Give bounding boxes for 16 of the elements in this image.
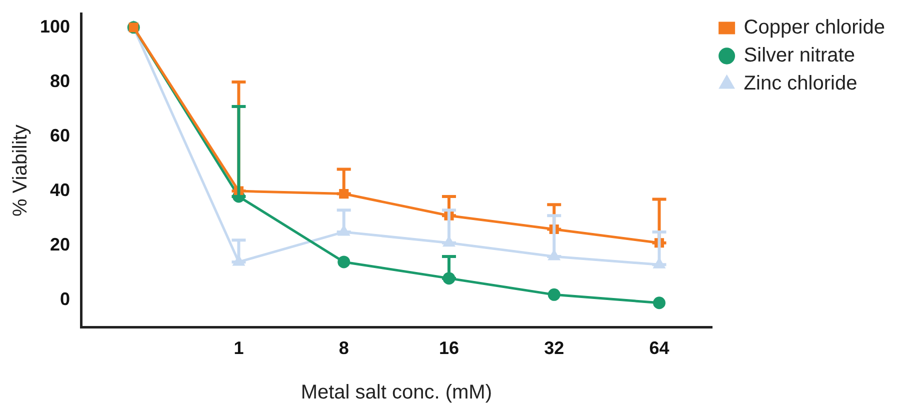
x-tick-label: 1 bbox=[234, 338, 244, 358]
y-tick-label: 40 bbox=[50, 180, 70, 200]
x-tick-label: 8 bbox=[338, 338, 349, 358]
legend-label: Copper chloride bbox=[744, 16, 886, 39]
x-tick-label: 32 bbox=[544, 338, 564, 358]
y-axis-title: % Viability bbox=[10, 124, 32, 217]
y-tick-label: 0 bbox=[60, 289, 70, 310]
y-tick-label: 60 bbox=[50, 125, 70, 146]
y-tick-label: 80 bbox=[50, 70, 70, 91]
x-axis-title: Metal salt conc. (mM) bbox=[300, 382, 492, 404]
legend-label: Zinc chloride bbox=[744, 72, 858, 95]
x-tick-label: 16 bbox=[438, 338, 459, 358]
legend-label: Silver nitrate bbox=[744, 44, 855, 67]
y-tick-label: 20 bbox=[50, 234, 70, 255]
x-tick-label: 64 bbox=[649, 338, 670, 358]
y-tick-label: 100 bbox=[40, 16, 70, 36]
